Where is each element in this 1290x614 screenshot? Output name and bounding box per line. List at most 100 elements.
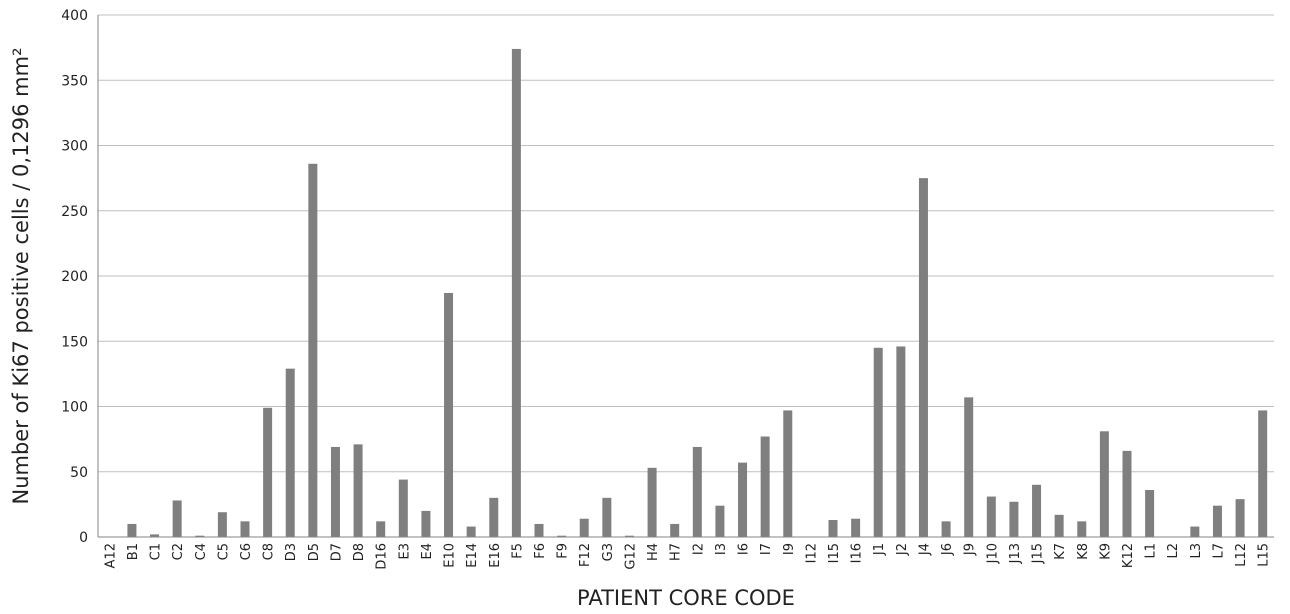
x-axis-title: PATIENT CORE CODE [577, 586, 795, 610]
x-tick-label: K9 [1098, 543, 1113, 560]
bar-j4 [919, 178, 928, 537]
x-tick-label: J13 [1008, 543, 1023, 564]
x-tick-label: J6 [940, 543, 955, 556]
x-tick-label: D7 [329, 543, 344, 561]
x-tick-label: L3 [1189, 543, 1204, 559]
bar-i6 [738, 463, 747, 537]
y-tick-label: 50 [70, 465, 88, 481]
x-tick-label: E10 [443, 543, 458, 568]
bar-d3 [286, 369, 295, 537]
x-tick-label: G3 [601, 543, 616, 561]
bar-i16 [851, 519, 860, 537]
x-tick-label: H7 [669, 543, 684, 561]
bar-k8 [1077, 521, 1086, 537]
x-tick-label: I2 [691, 543, 706, 555]
x-tick-label: A12 [103, 543, 118, 568]
bar-k9 [1100, 431, 1109, 537]
bar-j1 [874, 348, 883, 537]
bar-i3 [715, 506, 724, 537]
bars [127, 49, 1267, 537]
bar-d7 [331, 447, 340, 537]
bar-l3 [1190, 527, 1199, 537]
x-tick-label: C4 [194, 543, 209, 560]
x-tick-label: D5 [307, 543, 322, 561]
x-tick-label: E14 [465, 543, 480, 568]
bar-d8 [354, 444, 363, 537]
x-tick-label: J4 [917, 543, 932, 556]
bar-j10 [987, 497, 996, 537]
bar-i7 [761, 437, 770, 537]
bar-e4 [421, 511, 430, 537]
bar-d5 [308, 164, 317, 537]
x-tick-label: D3 [284, 543, 299, 561]
x-tick-label: C5 [216, 543, 231, 560]
x-tick-label: I3 [714, 543, 729, 555]
bar-e14 [467, 527, 476, 537]
bar-c6 [241, 521, 250, 537]
x-tick-label: E4 [420, 543, 435, 560]
x-tick-label: K7 [1053, 543, 1068, 560]
x-tick-labels: A12 B1 C1 C2 C4 C5 C6 C8 D3 D5 D7 D8 D16 E3 E4 E10 E14 E1… [103, 543, 1271, 570]
bar-c2 [173, 500, 182, 537]
y-axis-title: Number of Ki67 positive cells / 0,1296 m… [9, 48, 33, 505]
bar-h7 [670, 524, 679, 537]
bar-k12 [1123, 451, 1132, 537]
bar-j6 [942, 521, 951, 537]
y-tick-label: 400 [61, 8, 88, 24]
x-tick-label: G12 [623, 543, 638, 570]
y-tick-label: 0 [79, 530, 88, 546]
bar-i2 [693, 447, 702, 537]
bar-e10 [444, 293, 453, 537]
bar-f5 [512, 49, 521, 537]
x-tick-label: I7 [759, 543, 774, 555]
x-tick-label: I9 [782, 543, 797, 555]
x-tick-label: C1 [149, 543, 164, 560]
y-tick-label: 200 [61, 269, 88, 285]
bar-j15 [1032, 485, 1041, 537]
x-tick-label: J2 [895, 543, 910, 556]
x-tick-label: I12 [804, 543, 819, 563]
bar-l12 [1236, 499, 1245, 537]
x-tick-label: F12 [578, 543, 593, 567]
bar-c5 [218, 512, 227, 537]
x-tick-label: J15 [1031, 543, 1046, 564]
x-tick-label: I16 [850, 543, 865, 563]
bar-f12 [580, 519, 589, 537]
x-tick-label: L1 [1144, 543, 1159, 559]
x-tick-label: C8 [262, 543, 277, 560]
x-tick-label: J1 [872, 543, 887, 556]
x-tick-label: K12 [1121, 543, 1136, 568]
x-tick-label: E3 [397, 543, 412, 560]
grid-lines [98, 15, 1274, 472]
bar-d16 [376, 521, 385, 537]
bar-g3 [602, 498, 611, 537]
x-tick-label: F6 [533, 543, 548, 559]
y-tick-labels: 050100150200250300350400 [61, 8, 88, 546]
bar-f6 [535, 524, 544, 537]
x-tick-label: L7 [1211, 543, 1226, 559]
x-tick-label: I15 [827, 543, 842, 563]
bar-e16 [489, 498, 498, 537]
bar-l1 [1145, 490, 1154, 537]
x-tick-label: I6 [737, 543, 752, 555]
x-tick-label: B1 [126, 543, 141, 560]
bar-i15 [829, 520, 838, 537]
y-tick-label: 300 [61, 139, 88, 155]
bar-j2 [896, 346, 905, 537]
bar-c8 [263, 408, 272, 537]
y-tick-label: 100 [61, 400, 88, 416]
x-tick-label: K8 [1076, 543, 1091, 560]
bar-e3 [399, 480, 408, 537]
x-tick-label: H4 [646, 543, 661, 561]
bar-j13 [1009, 502, 1018, 537]
bar-h4 [648, 468, 657, 537]
bar-l15 [1258, 410, 1267, 537]
y-tick-label: 350 [61, 73, 88, 89]
x-tick-label: J9 [963, 543, 978, 556]
x-tick-label: L12 [1234, 543, 1249, 567]
bar-i9 [783, 410, 792, 537]
x-tick-label: D16 [375, 543, 390, 570]
bar-j9 [964, 397, 973, 537]
x-tick-label: C6 [239, 543, 254, 560]
